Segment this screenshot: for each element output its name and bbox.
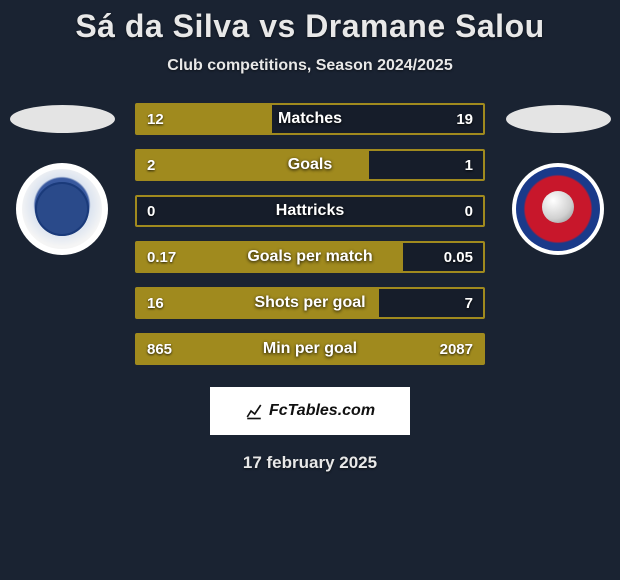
stat-value-left: 865 — [147, 341, 172, 358]
main-row: 12 Matches 19 2 Goals 1 0 Hattricks 0 0.17 Goals p… — [0, 103, 620, 365]
left-ellipse-icon — [10, 105, 115, 133]
stat-value-left: 16 — [147, 295, 164, 312]
team-left-badge — [16, 163, 108, 255]
right-ellipse-icon — [506, 105, 611, 133]
stat-label: Shots per goal — [254, 294, 365, 312]
stats-column: 12 Matches 19 2 Goals 1 0 Hattricks 0 0.17 Goals p… — [135, 103, 485, 365]
stat-value-right: 2087 — [440, 341, 473, 358]
stat-value-right: 1 — [465, 157, 473, 174]
comparison-card: Sá da Silva vs Dramane Salou Club compet… — [0, 0, 620, 473]
stat-label: Goals — [288, 156, 332, 174]
stat-value-right: 19 — [456, 111, 473, 128]
stat-label: Goals per match — [247, 248, 372, 266]
stat-label: Matches — [278, 110, 342, 128]
stat-value-left: 0.17 — [147, 249, 176, 266]
stat-row: 12 Matches 19 — [135, 103, 485, 135]
stat-value-left: 0 — [147, 203, 155, 220]
stat-row: 2 Goals 1 — [135, 149, 485, 181]
stat-value-left: 2 — [147, 157, 155, 174]
stat-value-right: 7 — [465, 295, 473, 312]
subtitle: Club competitions, Season 2024/2025 — [0, 57, 620, 75]
team-right-badge — [512, 163, 604, 255]
page-title: Sá da Silva vs Dramane Salou — [0, 8, 620, 45]
stat-row: 0.17 Goals per match 0.05 — [135, 241, 485, 273]
stat-value-right: 0 — [465, 203, 473, 220]
right-side — [503, 103, 613, 255]
left-side — [7, 103, 117, 255]
stat-value-left: 12 — [147, 111, 164, 128]
branding-box[interactable]: FcTables.com — [210, 387, 410, 435]
chart-icon — [245, 402, 263, 420]
stat-label: Min per goal — [263, 340, 357, 358]
branding-label: FcTables.com — [269, 402, 375, 420]
stat-row: 865 Min per goal 2087 — [135, 333, 485, 365]
stat-row: 16 Shots per goal 7 — [135, 287, 485, 319]
stat-label: Hattricks — [276, 202, 344, 220]
stat-row: 0 Hattricks 0 — [135, 195, 485, 227]
ball-crest-icon — [516, 167, 600, 251]
date-label: 17 february 2025 — [0, 453, 620, 473]
stat-value-right: 0.05 — [444, 249, 473, 266]
stat-fill — [137, 151, 369, 179]
shield-icon — [22, 169, 102, 249]
